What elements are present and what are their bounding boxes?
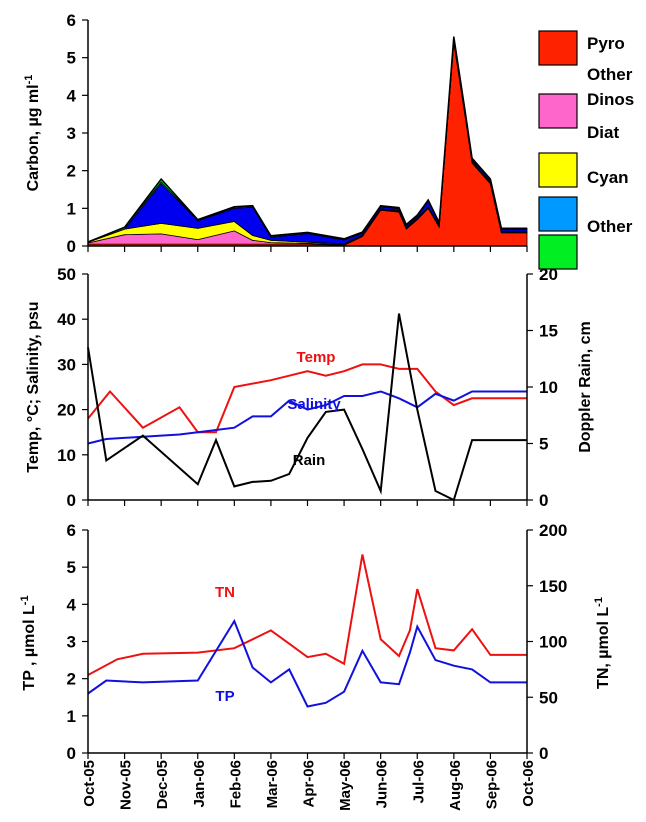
line-tn (87, 554, 527, 676)
nutrient-y-axis-label-superscript: -1 (19, 595, 31, 605)
carbon-area-chart: 0 1 2 3 4 5 6 Carbon, µg ml-1 Pyro Other Dinos Diat… (23, 11, 634, 270)
legend-label-line: Other (587, 65, 633, 84)
nutrient-y-axis-label-main: TP , µmol L (21, 605, 38, 691)
env-y2-tick-label: 20 (539, 265, 558, 284)
carbon-y-tick-label: 5 (67, 49, 76, 68)
nutrient-y-tick-label: 5 (67, 558, 76, 577)
legend-swatch (538, 152, 578, 188)
carbon-y-tick-label: 6 (67, 11, 76, 30)
nutrient-y2-tick-label: 150 (539, 577, 567, 596)
nutrient-y-tick-label: 0 (67, 744, 76, 763)
legend-swatch (538, 234, 578, 270)
env-y-axis-label: Temp, °C; Salinity, psu (25, 301, 42, 472)
legend-label-other: Other (587, 217, 633, 236)
line-tp (87, 618, 527, 708)
x-tick-label: Jul-06 (410, 760, 427, 803)
x-tick-label: Mar-06 (264, 760, 281, 808)
nutrient-y-tick-label: 1 (67, 707, 76, 726)
annotation-temp: Temp (297, 349, 336, 366)
env-y-tick-label: 50 (57, 265, 76, 284)
nutrient-y2-tick-label: 200 (539, 521, 567, 540)
annotation-salinity: Salinity (287, 396, 341, 413)
x-tick-label: Jun-06 (374, 760, 391, 808)
nutrient-y2-axis-label: TN, µmol L-1 (593, 597, 612, 689)
legend-label-other-dinos: Other Dinos (587, 65, 634, 109)
x-tick-label: Nov-05 (118, 760, 135, 810)
carbon-y-axis-label: Carbon, µg ml-1 (23, 75, 42, 192)
x-tick-label: May-06 (337, 760, 354, 811)
nutrient-y2-tick-label: 100 (539, 633, 567, 652)
legend-label-line: Dinos (587, 90, 634, 109)
legend-label-cyan: Cyan (587, 168, 629, 187)
nutrient-y-tick-label: 6 (67, 521, 76, 540)
env-y2-axis-label-main: Doppler Rain, cm (577, 321, 594, 453)
legend-swatch (538, 93, 578, 129)
legend-swatch (538, 196, 578, 232)
carbon-y-tick-label: 0 (67, 237, 76, 256)
x-tick-label: Oct-06 (520, 760, 537, 807)
env-y-tick-label: 20 (57, 401, 76, 420)
area-total-outline (87, 36, 527, 243)
nutrient-y-axis-label: TP , µmol L-1 (19, 595, 38, 690)
nutrient-y2-tick-label: 50 (539, 688, 558, 707)
x-tick-label: Jan-06 (191, 760, 208, 808)
legend-label-pyro: Pyro (587, 34, 625, 53)
x-tick-label: Apr-06 (301, 760, 318, 808)
nutrient-y-tick-label: 4 (67, 595, 77, 614)
env-y2-tick-label: 0 (539, 491, 548, 510)
legend-swatch (538, 30, 578, 66)
line-temp (87, 363, 527, 434)
nutrient-y2-axis-label-main: TN, µmol L (595, 607, 612, 689)
env-y-tick-label: 10 (57, 446, 76, 465)
carbon-y-tick-label: 4 (67, 86, 77, 105)
annotation-tn: TN (215, 584, 235, 601)
x-tick-label: Aug-06 (447, 760, 464, 811)
temp-salinity-rain-chart: 0 10 20 30 40 50 0 5 10 15 20 Temp, °C; Salinity, p… (25, 265, 594, 510)
nutrient-y2-tick-label: 0 (539, 744, 548, 763)
carbon-y-axis-label-main: Carbon, µg ml (25, 84, 42, 191)
line-salinity (87, 390, 527, 445)
env-y-tick-label: 40 (57, 310, 76, 329)
env-y2-tick-label: 15 (539, 322, 558, 341)
x-tick-label: Dec-05 (154, 760, 171, 809)
carbon-y-axis-label-superscript: -1 (23, 75, 35, 85)
nutrient-y2-axis-label-superscript: -1 (593, 597, 605, 607)
nutrient-y-tick-label: 3 (67, 633, 76, 652)
legend-label-diat: Diat (587, 123, 619, 142)
annotation-tp: TP (215, 688, 234, 705)
carbon-y-tick-label: 3 (67, 124, 76, 143)
carbon-y-tick-label: 2 (67, 162, 76, 181)
line-rain (87, 313, 527, 502)
env-y-tick-label: 30 (57, 355, 76, 374)
x-tick-label: Feb-06 (227, 760, 244, 808)
env-y2-tick-label: 5 (539, 435, 548, 454)
env-y-tick-label: 0 (67, 491, 76, 510)
nutrient-y-tick-label: 2 (67, 670, 76, 689)
env-y2-tick-label: 10 (539, 378, 558, 397)
x-tick-label: Oct-05 (81, 760, 98, 807)
env-y-axis-label-main: Temp, °C; Salinity, psu (25, 301, 42, 472)
carbon-y-tick-label: 1 (67, 199, 76, 218)
x-tick-label: Sep-06 (483, 760, 500, 809)
annotation-rain: Rain (293, 452, 326, 469)
env-y2-axis-label: Doppler Rain, cm (577, 321, 594, 453)
